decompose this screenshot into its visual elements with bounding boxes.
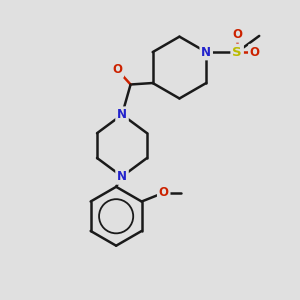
Text: N: N <box>117 170 127 183</box>
Text: N: N <box>201 46 211 59</box>
Text: O: O <box>232 28 242 41</box>
Text: N: N <box>117 108 127 121</box>
Text: O: O <box>250 46 260 59</box>
Text: O: O <box>112 63 122 76</box>
Text: S: S <box>232 46 242 59</box>
Text: O: O <box>159 186 169 199</box>
